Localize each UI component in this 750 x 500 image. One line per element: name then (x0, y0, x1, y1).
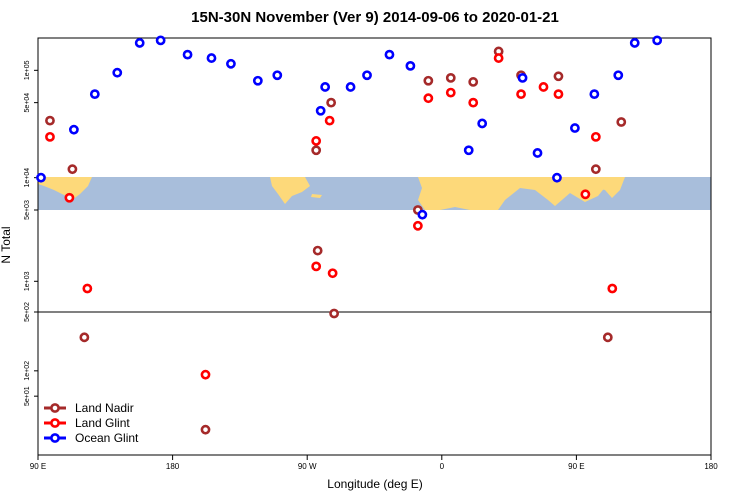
data-point (36, 172, 46, 183)
data-point (517, 72, 528, 83)
data-point (417, 209, 428, 220)
y-tick-label: 1e+04 (24, 168, 31, 188)
data-point (311, 261, 322, 272)
data-point (445, 87, 456, 98)
data-point (200, 369, 211, 380)
data-point (607, 283, 618, 294)
legend-label: Ocean Glint (75, 431, 139, 445)
data-point (326, 97, 337, 108)
data-point (652, 35, 663, 46)
y-tick-label: 5e+03 (24, 200, 31, 220)
y-tick-label: 5e+04 (24, 93, 31, 113)
panel-frames (37, 37, 712, 456)
legend-label: Land Glint (75, 416, 130, 430)
y-tick-label: 1e+05 (24, 60, 31, 80)
data-point (272, 70, 283, 81)
x-tick-label: 90 E (568, 462, 584, 471)
data-point (532, 148, 543, 158)
data-point (327, 268, 338, 279)
data-point (112, 67, 123, 78)
data-point (312, 245, 323, 256)
data-point (553, 89, 564, 100)
y-tick-label: 1e+03 (24, 271, 31, 291)
x-tick-label: 180 (704, 462, 718, 471)
data-point (134, 38, 145, 48)
x-axis-label: Longitude (deg E) (327, 477, 422, 491)
legend-marker (50, 418, 60, 428)
data-point (493, 53, 504, 63)
data-point (79, 332, 90, 343)
data-point (477, 118, 488, 129)
data-point (252, 75, 263, 86)
data-point (68, 124, 79, 135)
data-point (590, 131, 601, 142)
legend-label: Land Nadir (75, 401, 134, 415)
data-point (226, 58, 236, 69)
data-point (613, 70, 624, 81)
data-point (553, 71, 564, 82)
data-point (423, 93, 434, 104)
land-shape (575, 177, 625, 198)
data-point (320, 82, 331, 92)
y-tick-label: 5e+02 (24, 302, 31, 322)
data-point (616, 117, 627, 127)
data-point (182, 49, 193, 60)
data-point (538, 82, 549, 92)
legend-marker (50, 433, 60, 443)
data-point (315, 105, 326, 116)
data-point (384, 49, 395, 60)
data-point (64, 192, 75, 203)
data-points (36, 35, 663, 435)
data-point (552, 172, 562, 183)
data-point (155, 35, 166, 46)
data-point (590, 164, 601, 175)
data-point (516, 89, 526, 100)
data-point (629, 38, 640, 48)
data-point (468, 97, 479, 108)
world-map-strip (38, 177, 711, 210)
data-point (362, 70, 372, 81)
data-point (311, 136, 322, 146)
data-point (468, 77, 479, 87)
land-shape (418, 177, 610, 210)
data-point (589, 89, 600, 100)
plot-frame (37, 37, 712, 456)
data-point (67, 164, 78, 175)
data-point (345, 82, 356, 92)
y-axis-label: N Total (0, 226, 13, 263)
data-point (463, 145, 474, 156)
x-tick-label: 0 (440, 462, 445, 471)
data-point (324, 115, 335, 126)
y-tick-label: 5e+01 (24, 386, 31, 406)
x-tick-label: 180 (166, 462, 180, 471)
land-shape (311, 194, 322, 198)
data-point (311, 145, 322, 156)
land-shape (270, 177, 310, 204)
data-point (45, 115, 55, 126)
data-point (423, 75, 434, 86)
data-point (602, 332, 613, 343)
x-tick-label: 90 W (298, 462, 317, 471)
data-point (412, 220, 423, 231)
land-shape (38, 177, 92, 200)
x-tick-label: 90 E (30, 462, 46, 471)
data-point (45, 131, 55, 142)
data-point (206, 53, 217, 63)
y-tick-label: 1e+02 (24, 361, 31, 381)
data-point (580, 189, 591, 200)
chart-title: 15N-30N November (Ver 9) 2014-09-06 to 2… (191, 9, 559, 26)
legend-marker (50, 403, 60, 413)
data-point (329, 308, 340, 319)
data-point (570, 123, 580, 133)
data-point (200, 424, 211, 435)
data-point (82, 283, 93, 294)
data-point (89, 89, 100, 100)
data-point (445, 72, 456, 83)
data-point (405, 60, 416, 71)
